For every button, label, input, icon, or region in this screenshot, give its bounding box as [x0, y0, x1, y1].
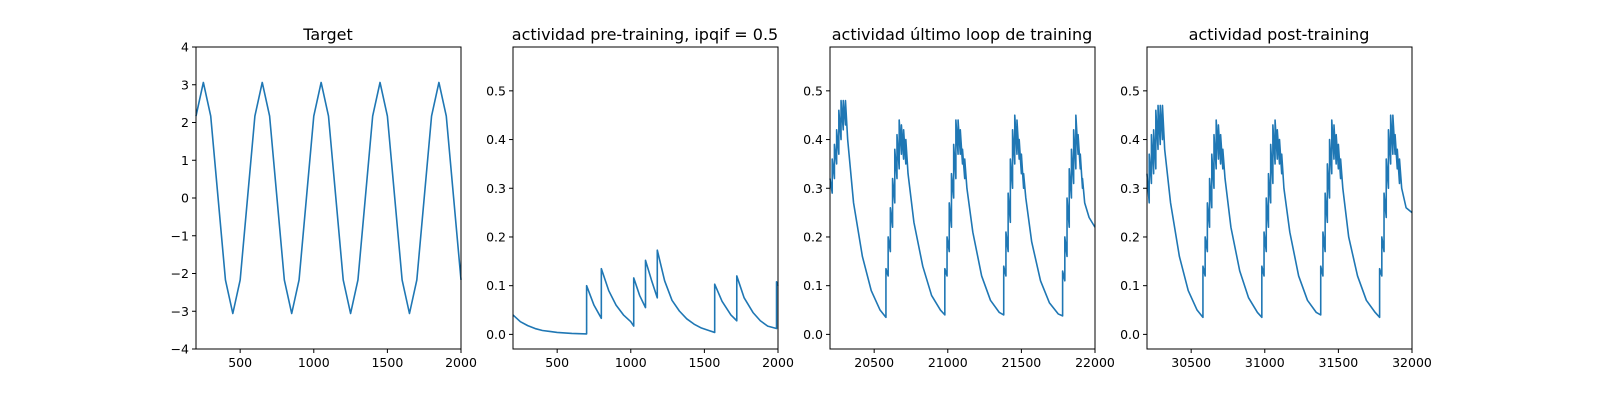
- y-tick-label: 0.2: [486, 229, 506, 244]
- x-tick-label: 500: [228, 355, 252, 370]
- y-tick-label: 0.5: [1120, 83, 1140, 98]
- x-tick-label: 20500: [854, 355, 894, 370]
- x-tick-label: 1500: [371, 355, 403, 370]
- y-tick-label: 0.0: [1120, 327, 1140, 342]
- axes-frame: [1146, 46, 1413, 350]
- x-tick-label: 21000: [928, 355, 968, 370]
- y-tick-label: 0.2: [803, 229, 823, 244]
- y-tick-label: 0: [181, 191, 189, 206]
- x-tick-label: 31000: [1245, 355, 1285, 370]
- x-tick-label: 2000: [762, 355, 794, 370]
- chart-title: actividad último loop de training: [832, 25, 1093, 44]
- series-line: [512, 249, 779, 335]
- chart-panel-pre-training: actividad pre-training, ipqif = 0.5 500 1…: [486, 25, 794, 370]
- chart-panel-last-training-loop: actividad último loop de training 20500 2…: [803, 25, 1115, 370]
- y-tick-label: 0.0: [803, 327, 823, 342]
- chart-title: Target: [302, 25, 353, 44]
- chart-title: actividad post-training: [1189, 25, 1370, 44]
- x-tick-label: 21500: [1002, 355, 1042, 370]
- x-tick-label: 1500: [688, 355, 720, 370]
- y-tick-label: 0.0: [486, 327, 506, 342]
- x-tick-label: 1000: [298, 355, 330, 370]
- y-tick-label: 0.5: [803, 83, 823, 98]
- x-tick-label: 31500: [1319, 355, 1359, 370]
- x-tick-label: 2000: [445, 355, 477, 370]
- axes-frame: [512, 46, 779, 350]
- series-line: [1146, 104, 1413, 319]
- y-tick-label: 0.3: [803, 181, 823, 196]
- chart-panel-post-training: actividad post-training 30500 31000 31500 3…: [1120, 25, 1432, 370]
- y-tick-label: 0.3: [1120, 181, 1140, 196]
- x-tick-label: 32000: [1392, 355, 1432, 370]
- y-tick-label: 0.1: [803, 278, 823, 293]
- y-tick-label: −4: [171, 342, 189, 357]
- y-tick-label: −3: [171, 304, 189, 319]
- y-tick-label: 2: [181, 115, 189, 130]
- y-tick-label: −2: [171, 266, 189, 281]
- axes-frame: [829, 46, 1096, 350]
- y-tick-label: 0.4: [1120, 132, 1140, 147]
- chart-title: actividad pre-training, ipqif = 0.5: [512, 25, 778, 44]
- y-tick-label: 0.5: [486, 83, 506, 98]
- y-tick-label: 0.4: [803, 132, 823, 147]
- y-tick-label: 0.1: [486, 278, 506, 293]
- x-tick-label: 1000: [615, 355, 647, 370]
- series-line: [195, 81, 462, 315]
- y-tick-label: 1: [181, 153, 189, 168]
- x-tick-label: 500: [545, 355, 569, 370]
- y-tick-label: 4: [181, 40, 189, 55]
- x-tick-label: 30500: [1171, 355, 1211, 370]
- chart-panel-target: Target 500 1000 1500 2000 −4 −3 −2 −1 0 1 2 3 4: [171, 25, 477, 370]
- y-tick-label: 0.1: [1120, 278, 1140, 293]
- y-tick-label: 0.2: [1120, 229, 1140, 244]
- series-line: [829, 99, 1096, 319]
- y-tick-label: 3: [181, 77, 189, 92]
- y-tick-label: 0.3: [486, 181, 506, 196]
- y-tick-label: 0.4: [486, 132, 506, 147]
- y-tick-label: −1: [171, 228, 189, 243]
- x-tick-label: 22000: [1075, 355, 1115, 370]
